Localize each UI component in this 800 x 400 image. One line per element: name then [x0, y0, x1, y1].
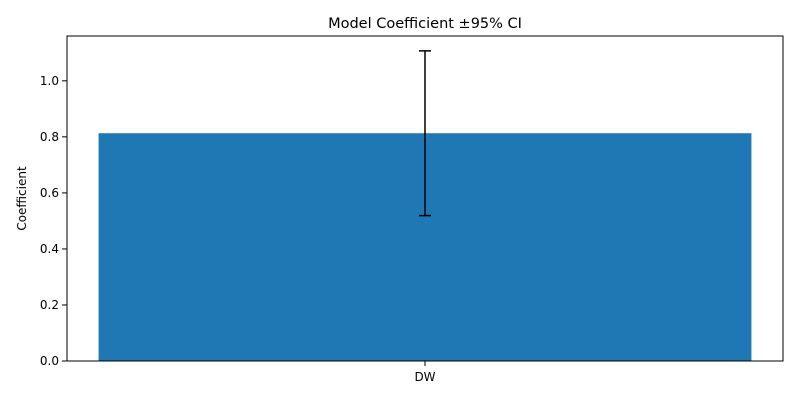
- chart-title: Model Coefficient ±95% CI: [328, 16, 522, 32]
- y-axis-ticks: 0.0 0.2 0.4 0.6 0.8 1.0: [40, 74, 67, 368]
- y-tick-label: 1.0: [40, 74, 59, 88]
- y-tick-label: 0.8: [40, 130, 59, 144]
- plot-frame: [66, 35, 784, 362]
- y-tick-label: 0.0: [40, 354, 59, 368]
- y-tick-label: 0.4: [40, 242, 59, 256]
- x-tick-label: DW: [414, 370, 435, 384]
- x-axis-ticks: DW: [414, 361, 436, 384]
- chart-marks: [98, 50, 752, 361]
- y-tick-label: 0.2: [40, 298, 59, 312]
- y-axis-title: Coefficient: [15, 166, 29, 231]
- y-tick-label: 0.6: [40, 186, 59, 200]
